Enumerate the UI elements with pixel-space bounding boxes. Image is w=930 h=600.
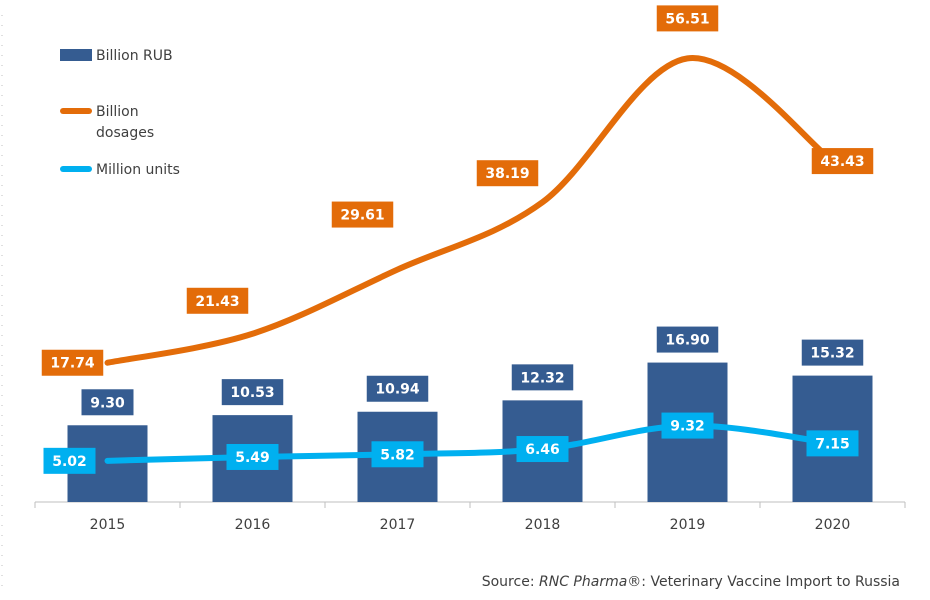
data-label-million-units: 5.82 <box>380 447 415 463</box>
x-tick-label: 2017 <box>380 517 416 533</box>
x-tick-label: 2018 <box>525 517 561 533</box>
data-label-billion-dosages: 29.61 <box>340 208 384 224</box>
data-label-billion-dosages: 17.74 <box>50 356 95 372</box>
data-label-billion-dosages-box <box>186 287 249 314</box>
legend-label-billion-dosages: Billion dosages <box>96 102 196 144</box>
x-tick-label: 2015 <box>90 517 126 533</box>
data-label-billion-rub: 15.32 <box>810 346 854 362</box>
data-label-million-units: 5.49 <box>235 450 270 466</box>
data-label-million-units-box <box>43 447 96 474</box>
data-label-million-units: 6.46 <box>525 442 560 458</box>
legend: Billion RUB Billion dosages Million unit… <box>60 40 260 190</box>
data-label-million-units-box <box>371 441 424 468</box>
data-label-billion-rub: 10.53 <box>230 385 274 401</box>
legend-item-billion-dosages: Billion dosages <box>60 102 196 144</box>
legend-label-million-units: Million units <box>96 162 180 178</box>
data-label-million-units-box <box>516 436 569 463</box>
source-prefix: Source: <box>481 574 539 590</box>
data-label-billion-dosages: 56.51 <box>665 11 709 27</box>
data-label-billion-dosages-box <box>331 201 394 228</box>
data-label-billion-dosages: 43.43 <box>820 154 864 170</box>
x-tick-label: 2019 <box>670 517 706 533</box>
data-label-billion-dosages-box <box>811 148 874 175</box>
legend-item-billion-rub: Billion RUB <box>60 46 196 67</box>
data-label-billion-rub: 10.94 <box>375 382 420 398</box>
source-note: Source: RNC Pharma®: Veterinary Vaccine … <box>482 574 900 590</box>
data-label-billion-dosages: 21.43 <box>195 294 239 310</box>
data-label-billion-dosages: 38.19 <box>485 166 529 182</box>
data-label-billion-dosages-box <box>41 349 104 376</box>
data-label-billion-rub-box <box>81 389 134 416</box>
data-label-million-units-box <box>661 412 714 439</box>
legend-label-dosages-line1: Billion <box>96 104 139 120</box>
legend-label-dosages-line2: dosages <box>96 125 155 141</box>
source-suffix: : Veterinary Vaccine Import to Russia <box>641 574 900 590</box>
data-label-million-units-box <box>806 430 859 457</box>
data-label-billion-rub-box <box>511 364 574 391</box>
source-brand: RNC Pharma® <box>539 574 642 590</box>
legend-swatch-orange-line <box>60 108 92 114</box>
data-label-billion-dosages-box <box>656 5 719 32</box>
data-label-billion-rub-box <box>801 339 864 366</box>
x-tick-label: 2016 <box>235 517 271 533</box>
data-label-million-units-box <box>226 443 279 470</box>
data-label-billion-rub-box <box>366 375 429 402</box>
data-label-billion-rub: 16.90 <box>665 333 710 349</box>
data-label-billion-rub-box <box>221 379 284 406</box>
data-label-billion-dosages-box <box>476 160 539 187</box>
x-tick-label: 2020 <box>815 517 851 533</box>
data-label-million-units: 9.32 <box>670 419 705 435</box>
data-label-million-units: 7.15 <box>815 436 850 452</box>
data-label-billion-rub: 12.32 <box>520 370 564 386</box>
legend-item-million-units: Million units <box>60 160 196 181</box>
legend-swatch-bar <box>60 49 92 61</box>
series-line-billion-dosages <box>104 55 836 366</box>
data-label-billion-rub-box <box>656 326 719 353</box>
data-label-billion-rub: 9.30 <box>90 395 125 411</box>
data-label-million-units: 5.02 <box>52 454 87 470</box>
legend-label-billion-rub: Billion RUB <box>96 48 173 64</box>
legend-swatch-blue-line <box>60 166 92 172</box>
